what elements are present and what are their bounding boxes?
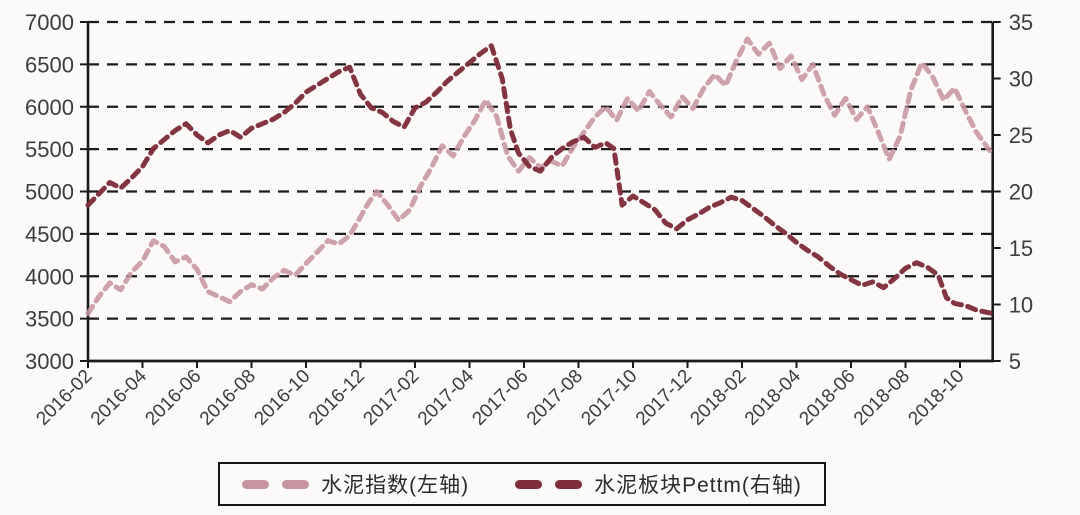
y-axis-left-tick-label: 6500 [25, 52, 74, 77]
y-axis-right-tick-label: 30 [1009, 67, 1033, 92]
y-axis-right-tick-label: 15 [1009, 236, 1033, 261]
x-axis-tick-label: 2017-08 [523, 366, 587, 430]
cement-chart-plot: 3000 3500 4000 4500 5000 5500 6000 6500 7000 5 10 1… [25, 10, 1033, 430]
x-axis-tick-label: 2017-06 [468, 366, 532, 430]
x-axis-tick-label: 2016-02 [32, 366, 96, 430]
y-axis-left-tick-label: 7000 [25, 10, 74, 35]
y-axis-left-tick-label: 3000 [25, 349, 74, 374]
series-pettm-line [85, 43, 996, 316]
legend-item-pettm: 水泥板块Pettm(右轴) [515, 469, 802, 499]
x-axis-tick-label: 2016-08 [196, 366, 260, 430]
y-axis-right-tick-label: 5 [1009, 349, 1021, 374]
x-axis-tick-label: 2016-12 [305, 366, 369, 430]
x-axis-tick-label: 2018-06 [795, 366, 859, 430]
x-axis-tick-label: 2016-04 [87, 365, 151, 429]
x-axis-tick-label: 2017-02 [359, 366, 423, 430]
y-axis-left-tick-label: 4000 [25, 264, 74, 289]
chart-legend: 水泥指数(左轴) 水泥板块Pettm(右轴) [218, 462, 826, 506]
y-axis-left-tick-label: 4500 [25, 222, 74, 247]
y-axis-right-tick-label: 20 [1009, 180, 1033, 205]
y-axis-left-tick-label: 3500 [25, 307, 74, 332]
x-axis-tick-label: 2016-06 [141, 366, 205, 430]
pettm-dash-swatch [515, 479, 583, 489]
x-axis-tick-label: 2017-04 [414, 365, 478, 429]
x-axis-tick-label: 2017-12 [632, 366, 696, 430]
x-axis-tick-label: 2018-08 [850, 366, 914, 430]
y-axis-right-tick-label: 35 [1009, 10, 1033, 35]
x-axis-tick-label: 2016-10 [250, 366, 314, 430]
legend-label-pettm: 水泥板块Pettm(右轴) [594, 474, 802, 497]
series-cement-index-line [85, 36, 996, 316]
y-axis-left-tick-label: 5500 [25, 137, 74, 162]
y-axis-left-tick-label: 6000 [25, 95, 74, 120]
x-axis-tick-label: 2018-10 [904, 366, 968, 430]
x-axis-tick-label: 2018-02 [686, 366, 750, 430]
cement-index-dash-swatch [242, 479, 310, 489]
x-axis-tick-label: 2017-10 [577, 366, 641, 430]
x-axis-tick-label: 2018-04 [741, 365, 805, 429]
legend-item-cement-index: 水泥指数(左轴) [242, 469, 469, 499]
legend-label-cement-index: 水泥指数(左轴) [321, 474, 470, 497]
y-axis-right-tick-label: 10 [1009, 293, 1033, 318]
y-axis-right-tick-label: 25 [1009, 123, 1033, 148]
y-axis-left-tick-label: 5000 [25, 180, 74, 205]
